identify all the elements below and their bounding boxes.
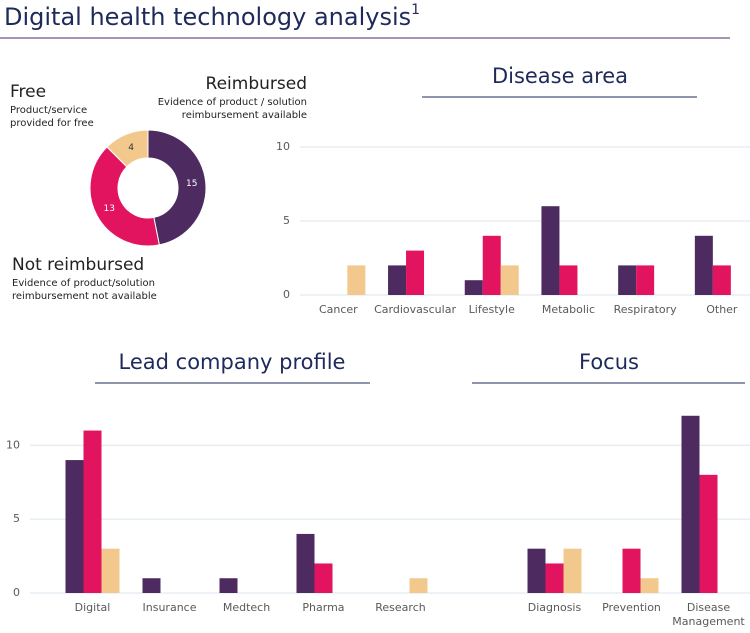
bar — [406, 250, 425, 295]
title-text: Digital health technology analysis — [4, 3, 411, 31]
chart-title: Disease area — [492, 64, 628, 88]
title-footnote: 1 — [411, 2, 420, 18]
bar — [314, 563, 333, 593]
slice-label: 15 — [186, 179, 197, 189]
chart-title: Lead company profile — [119, 350, 346, 374]
x-tick-label: Cardiovascular — [374, 303, 456, 316]
bar — [640, 578, 659, 593]
x-tick-label: Disease Management — [672, 601, 745, 628]
bar — [699, 474, 718, 593]
bar — [541, 206, 560, 295]
bar — [142, 578, 161, 593]
bar — [65, 460, 84, 593]
bar — [712, 265, 731, 295]
y-tick-label: 10 — [6, 438, 20, 451]
legend-description: Product/service — [10, 105, 87, 116]
bar — [500, 265, 519, 295]
y-tick-label: 5 — [13, 512, 20, 525]
legend-label: Not reimbursed — [12, 255, 144, 275]
x-tick-label: Other — [706, 303, 738, 316]
x-tick-label: Insurance — [143, 601, 197, 614]
x-tick-label: Metabolic — [542, 303, 595, 316]
x-tick-label: Respiratory — [614, 303, 678, 316]
legend-description: provided for free — [10, 118, 94, 129]
legend-label: Reimbursed — [206, 74, 307, 94]
y-tick-label: 5 — [283, 214, 290, 227]
donut-slice — [147, 129, 207, 246]
bar — [83, 430, 102, 593]
y-tick-label: 10 — [276, 140, 290, 153]
bar — [388, 265, 407, 295]
x-tick-label: Diagnosis — [528, 601, 582, 614]
x-tick-label: Research — [375, 601, 425, 614]
bar — [464, 280, 483, 295]
bar — [636, 265, 655, 295]
bar — [545, 563, 564, 593]
donut-slice — [89, 146, 160, 247]
y-tick-label: 0 — [283, 288, 290, 301]
x-tick-label: Prevention — [602, 601, 661, 614]
bar — [694, 235, 713, 295]
legend-description: reimbursement available — [182, 110, 307, 121]
chart-title: Focus — [579, 350, 639, 374]
bar — [527, 548, 546, 593]
label-line: Management — [672, 615, 745, 628]
legend-description: reimbursement not available — [12, 291, 157, 302]
bar — [347, 265, 366, 295]
legend-label: Free — [10, 82, 46, 102]
bar — [622, 548, 641, 593]
y-tick-label: 0 — [13, 586, 20, 599]
donut-slice — [106, 129, 149, 168]
page-title: Digital health technology analysis1 — [4, 2, 420, 31]
x-tick-label: Medtech — [223, 601, 270, 614]
bar — [296, 533, 315, 593]
bar — [559, 265, 578, 295]
slice-label: 4 — [128, 143, 134, 153]
bar — [219, 578, 238, 593]
bar — [101, 548, 120, 593]
slice-label: 13 — [103, 204, 114, 214]
x-tick-label: Lifestyle — [469, 303, 515, 316]
bar — [482, 235, 501, 295]
bar — [409, 578, 428, 593]
bar — [618, 265, 637, 295]
x-tick-label: Cancer — [319, 303, 358, 316]
x-tick-label: Digital — [75, 601, 111, 614]
bar — [563, 548, 582, 593]
legend-description: Evidence of product / solution — [158, 97, 307, 108]
legend-description: Evidence of product/solution — [12, 278, 155, 289]
bar — [681, 415, 700, 593]
x-tick-label: Pharma — [302, 601, 344, 614]
label-line: Disease — [687, 601, 730, 614]
